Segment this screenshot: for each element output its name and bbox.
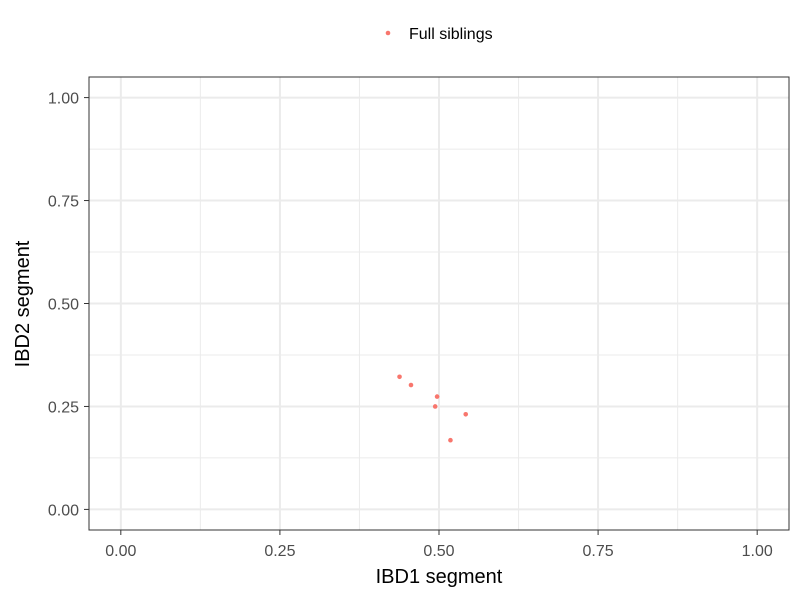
legend-label-full-siblings: Full siblings: [409, 26, 493, 43]
data-point: [408, 382, 414, 388]
x-tick-label: 0.25: [264, 543, 295, 560]
data-points: [397, 374, 469, 443]
legend: Full siblings: [385, 26, 493, 43]
x-tick-label: 0.50: [423, 543, 454, 560]
gridlines: [89, 77, 789, 530]
y-tick-label: 0.25: [48, 399, 79, 416]
axes: 0.00 0.25 0.50 0.75 1.00 0.00 0.25 0.50 0.75 1.00: [48, 91, 773, 560]
y-tick-label: 0.00: [48, 502, 79, 519]
y-tick-label: 1.00: [48, 91, 79, 108]
legend-key-full-siblings: [385, 30, 391, 36]
data-point: [448, 437, 453, 443]
data-point: [463, 411, 469, 417]
data-point: [432, 404, 438, 409]
data-point: [434, 394, 440, 399]
y-tick-label: 0.75: [48, 194, 79, 211]
x-axis-title: IBD1 segment: [376, 566, 503, 588]
y-tick-label: 0.50: [48, 297, 79, 314]
y-axis-title: IBD2 segment: [12, 240, 34, 367]
data-point: [397, 374, 402, 380]
x-tick-label: 0.00: [105, 543, 136, 560]
x-tick-label: 0.75: [583, 543, 614, 560]
x-tick-label: 1.00: [742, 543, 773, 560]
